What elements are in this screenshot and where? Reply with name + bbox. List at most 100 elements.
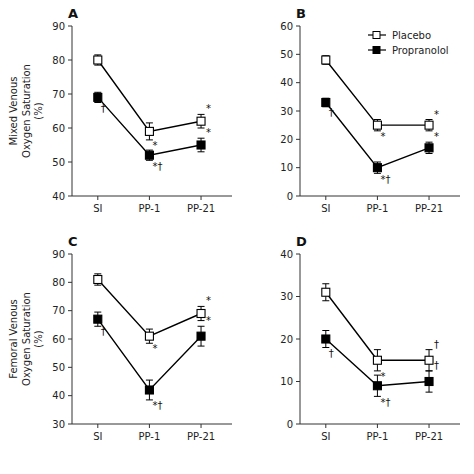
marker: [94, 56, 102, 64]
y-tick-label: 50: [52, 362, 65, 373]
error-bar: [198, 114, 205, 128]
marker: [425, 378, 433, 386]
y-tick-label: 40: [52, 390, 65, 401]
annotation: †: [329, 107, 334, 118]
x-tick-label: PP-21: [187, 203, 215, 214]
marker: [94, 276, 102, 284]
x-axis-line: [300, 196, 460, 197]
panel-title: D: [296, 234, 307, 249]
y-tick: [296, 254, 300, 255]
x-tick-label: PP-1: [139, 203, 161, 214]
marker: [94, 315, 102, 323]
error-bar: [198, 306, 205, 320]
error-bar: [322, 331, 329, 348]
plot-area: [94, 55, 205, 160]
annotation: *†: [152, 161, 162, 172]
y-tick: [296, 424, 300, 425]
y-tick: [296, 26, 300, 27]
error-bar: [322, 284, 329, 301]
plot-area: [322, 284, 433, 397]
annotation: *: [206, 103, 211, 114]
y-tick: [296, 296, 300, 297]
y-tick: [68, 26, 72, 27]
y-tick-label: 10: [280, 376, 293, 387]
y-tick: [296, 82, 300, 83]
x-tick-label: PP-21: [415, 431, 443, 442]
x-tick: [429, 424, 430, 428]
series-line: [326, 103, 429, 168]
x-tick: [201, 424, 202, 428]
y-tick: [68, 367, 72, 368]
panel: 30405060708090SIPP-1PP-21CFemoral Venous…: [8, 234, 232, 442]
annotation: *: [206, 127, 211, 138]
y-tick: [68, 282, 72, 283]
error-bar: [374, 162, 381, 173]
y-tick-label: 40: [280, 249, 293, 260]
y-tick: [296, 339, 300, 340]
y-axis-line: [72, 26, 73, 196]
y-tick-label: 60: [280, 21, 293, 32]
y-tick-label: 90: [52, 249, 65, 260]
legend-label: Propranolol: [392, 45, 449, 56]
marker: [197, 310, 205, 318]
error-bar: [426, 120, 433, 131]
plot-area: [322, 56, 433, 174]
marker: [94, 93, 102, 101]
x-tick-label: PP-21: [187, 431, 215, 442]
y-tick: [68, 128, 72, 129]
marker: [322, 335, 330, 343]
marker: [322, 56, 330, 64]
panel-title: C: [68, 234, 78, 249]
x-tick-label: SI: [93, 203, 102, 214]
marker: [197, 141, 205, 149]
x-tick-label: PP-1: [367, 431, 389, 442]
y-tick: [68, 339, 72, 340]
annotation: *: [434, 109, 439, 120]
y-tick-label: 10: [280, 162, 293, 173]
y-tick-label: 90: [52, 21, 65, 32]
marker: [145, 127, 153, 135]
error-bar: [426, 371, 433, 392]
x-tick: [149, 424, 150, 428]
marker: [197, 117, 205, 125]
y-tick: [296, 381, 300, 382]
series-line: [98, 60, 201, 131]
y-tick: [296, 167, 300, 168]
y-tick: [68, 196, 72, 197]
y-tick: [296, 196, 300, 197]
marker: [145, 386, 153, 394]
x-tick-label: SI: [93, 431, 102, 442]
y-tick-label: 80: [52, 55, 65, 66]
annotation: *: [380, 131, 385, 142]
annotation: *†: [380, 174, 390, 185]
marker: [373, 121, 381, 129]
x-axis-line: [300, 424, 460, 425]
error-bar: [146, 123, 153, 140]
annotation: †: [101, 326, 106, 337]
y-tick-label: 70: [52, 305, 65, 316]
annotation: †: [434, 339, 439, 350]
series-line: [98, 319, 201, 390]
y-tick-label: 70: [52, 89, 65, 100]
annotation: †: [101, 103, 106, 114]
y-label-line: Oxygen Saturation: [21, 64, 32, 158]
marker: [373, 164, 381, 172]
marker: [322, 99, 330, 107]
y-label-group: Mixed VenousOxygen Saturation(%): [8, 64, 44, 158]
y-tick-label: 20: [280, 134, 293, 145]
annotations: *††*††: [329, 339, 439, 408]
x-tick: [97, 424, 98, 428]
y-tick-label: 30: [280, 291, 293, 302]
x-tick: [429, 196, 430, 200]
y-tick: [68, 424, 72, 425]
y-tick: [68, 94, 72, 95]
y-tick-label: 40: [280, 77, 293, 88]
y-label-line: Femoral Venous: [8, 299, 19, 379]
y-label-group: Femoral VenousOxygen Saturation(%): [8, 292, 44, 386]
annotation: *†: [380, 397, 390, 408]
error-bar: [322, 98, 329, 107]
marker: [197, 332, 205, 340]
x-axis-line: [72, 424, 232, 425]
annotation: *: [206, 295, 211, 306]
y-tick: [296, 139, 300, 140]
